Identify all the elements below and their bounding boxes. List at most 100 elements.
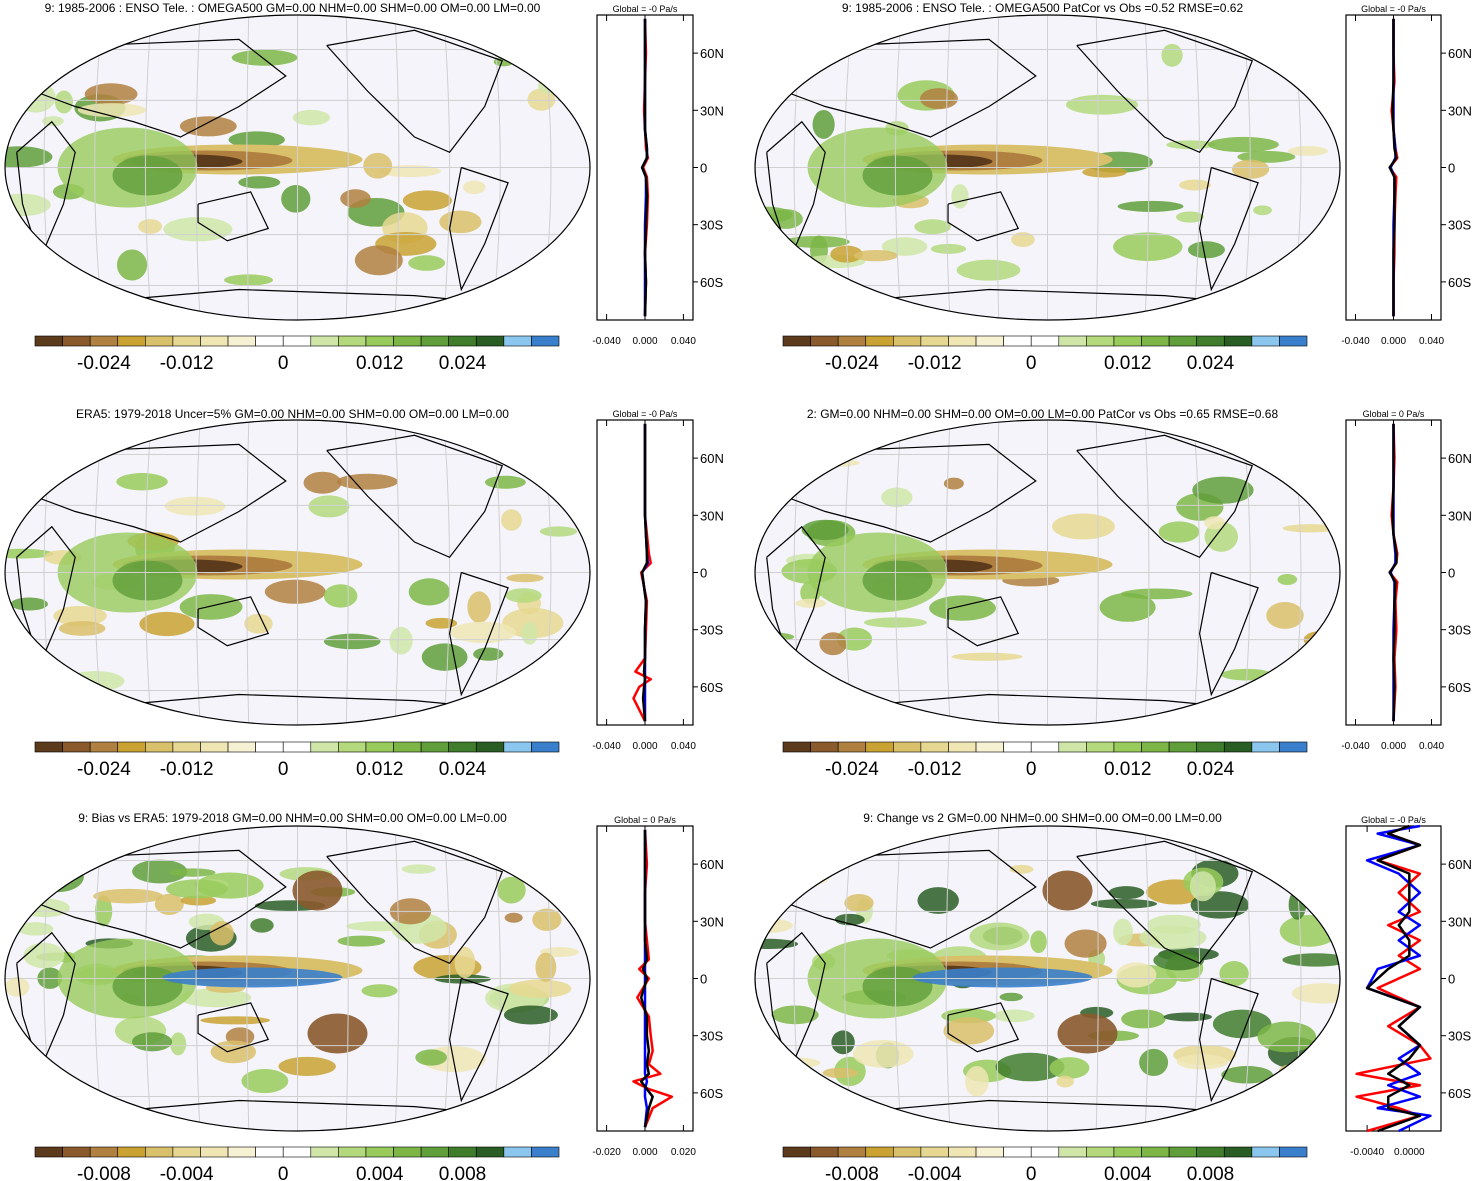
colorbar-tick-label: -0.008: [77, 1164, 131, 1181]
anomaly-patch: [762, 229, 783, 250]
anomaly-patch: [881, 237, 928, 256]
coastline: [16, 525, 76, 666]
anomaly-patch: [17, 922, 54, 936]
anomaly-patch: [408, 578, 450, 606]
anomaly-patch: [1212, 1009, 1272, 1039]
colorbar-swatch: [448, 335, 477, 347]
colorbar-swatch: [837, 741, 867, 753]
zonal-mean-plot: Global = -0 Pa/s -0.040 0.000 0.040 60N 30N 0 3…: [592, 4, 723, 347]
anomaly-patch: [1153, 950, 1205, 971]
coastline: [766, 525, 826, 666]
anomaly-patch: [943, 477, 964, 490]
lat-tick-label: 30S: [1448, 218, 1471, 233]
colorbar-swatch: [393, 335, 422, 347]
lat-tick-label: 60N: [700, 857, 724, 872]
colorbar-swatch: [200, 741, 229, 753]
anomaly-patch: [1030, 930, 1047, 954]
anomaly-patch: [1108, 886, 1145, 900]
anomaly-patch: [504, 912, 523, 923]
anomaly-patch: [812, 109, 835, 139]
zonal-mean-plot: Global = -0 Pa/s -0.040 0.000 0.040 60N 30N 0 3…: [1341, 4, 1472, 347]
anomaly-patch: [363, 152, 393, 179]
colorbar-swatch: [365, 335, 394, 347]
zonal-line-mean: [1388, 18, 1398, 317]
anomaly-patch: [10, 597, 48, 611]
coastline: [448, 166, 509, 292]
anomaly-patch: [1278, 1064, 1299, 1082]
anomaly-patch: [919, 88, 958, 110]
anomaly-patch: [224, 274, 273, 286]
anomaly-patch: [1266, 601, 1304, 629]
colorbar-swatch: [145, 335, 174, 347]
colorbar-swatch: [34, 335, 63, 347]
colorbar-swatch: [1196, 741, 1225, 753]
colorbar-swatch: [810, 1146, 839, 1158]
anomaly-patch: [1253, 205, 1272, 216]
colorbar-swatch: [255, 741, 284, 753]
anomaly-patch: [914, 219, 951, 235]
map-border: [754, 14, 1341, 321]
anomaly-patch: [755, 917, 793, 934]
anomaly-patch: [308, 495, 350, 518]
anomaly-patch: [228, 131, 285, 149]
colorbar-swatch: [920, 1146, 949, 1158]
anomaly-patch: [241, 1068, 289, 1094]
colorbar-swatch: [782, 741, 811, 753]
colorbar-swatch: [782, 335, 811, 347]
anomaly-patch: [439, 210, 482, 234]
anomaly-patch: [1204, 516, 1226, 530]
anomaly-patch: [281, 185, 311, 213]
anomaly-patch: [532, 908, 562, 931]
anomaly-patch: [801, 519, 849, 541]
anomaly-patch: [1161, 43, 1183, 67]
lat-tick-label: 0: [700, 972, 707, 987]
colorbar-swatch: [503, 741, 532, 753]
panel-title: 2: GM=0.00 NHM=0.00 SHM=0.00 OM=0.00 LM=…: [807, 407, 1279, 421]
colorbar-swatch: [503, 335, 532, 347]
anomaly-patch: [421, 643, 468, 671]
panel-mid-left: ERA5: 1979-2018 Uncer=5% GM=0.00 NHM=0.0…: [4, 407, 724, 780]
lat-tick-label: 0: [1448, 972, 1455, 987]
colorbar-swatch: [1223, 335, 1253, 347]
coastline: [1076, 434, 1254, 558]
colorbar-swatch: [1058, 741, 1087, 753]
colorbar-swatch: [338, 335, 367, 347]
maritime-ascent-core: [862, 966, 933, 1007]
colorbar-tick-label: 0.024: [1187, 759, 1235, 780]
colorbar-swatch: [1251, 335, 1280, 347]
zonal-x-tick-label: 0.0000: [1394, 1147, 1425, 1158]
coastline: [1198, 977, 1259, 1103]
colorbar-swatch: [172, 741, 201, 753]
colorbar-swatch: [1279, 741, 1308, 753]
map: [5, 826, 590, 1131]
colorbar-swatch: [1086, 741, 1115, 753]
panel-title: 9: 1985-2006 : ENSO Tele. : OMEGA500 Pat…: [842, 1, 1244, 15]
lat-tick-label: 60S: [1448, 680, 1471, 695]
colorbar-swatch: [34, 1146, 63, 1158]
anomaly-patch: [1282, 953, 1340, 967]
colorbar-swatch: [837, 335, 867, 347]
anomaly-patch: [5, 146, 53, 168]
zonal-mean-plot: Global = -0 Pa/s -0.040 0.000 0.040 60N 30N 0 3…: [592, 409, 723, 752]
lat-tick-label: 60S: [1448, 1086, 1471, 1101]
maritime-ascent-core: [862, 560, 933, 601]
coastline: [33, 38, 287, 138]
anomaly-patch: [1099, 592, 1156, 622]
anomaly-patch: [1176, 211, 1204, 223]
map: [755, 15, 1340, 320]
colorbar-swatch: [255, 1146, 284, 1158]
anomaly-patch: [776, 862, 831, 887]
lat-tick-label: 0: [1448, 566, 1455, 581]
colorbar-swatch: [365, 1146, 394, 1158]
coastline: [33, 849, 287, 949]
colorbar-swatch: [865, 1146, 894, 1158]
anomaly-patch: [943, 1017, 995, 1045]
zonal-mean-plot: Global = 0 Pa/s -0.020 0.000 0.020 60N 30N 0 30…: [592, 815, 723, 1158]
colorbar-tick-label: 0: [278, 353, 289, 374]
colorbar-swatch: [1003, 1146, 1032, 1158]
colorbar-tick-label: -0.024: [825, 353, 879, 374]
colorbar-tick-label: -0.024: [825, 759, 879, 780]
anomaly-patch: [806, 458, 860, 467]
lat-tick-label: 60N: [700, 451, 724, 466]
colorbar-swatch: [1113, 335, 1142, 347]
